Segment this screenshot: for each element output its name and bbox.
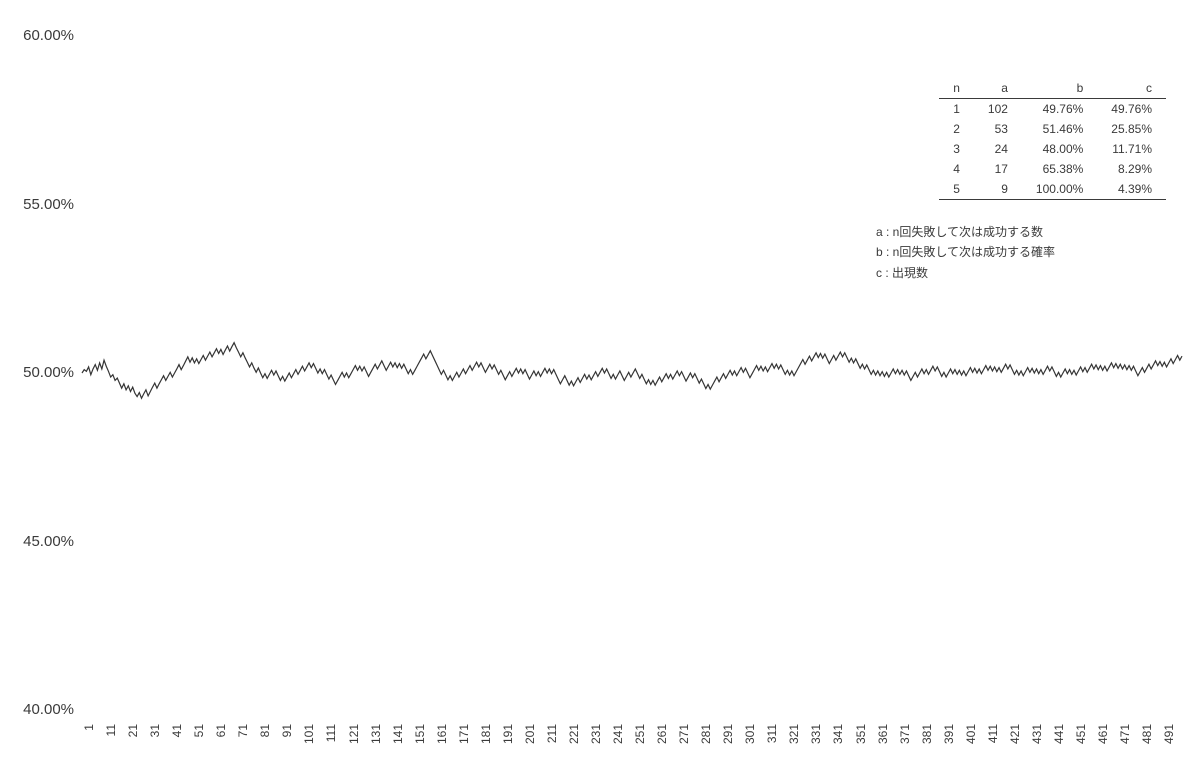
x-tick-label: 371 xyxy=(898,724,912,754)
x-tick-label: 141 xyxy=(391,724,405,754)
x-tick-label: 151 xyxy=(413,724,427,754)
legend: a : n回失敗して次は成功する数 b : n回失敗して次は成功する確率 c :… xyxy=(876,222,1166,283)
table-cell: 3 xyxy=(939,139,974,159)
table-cell: 51.46% xyxy=(1022,119,1097,139)
x-tick-label: 121 xyxy=(347,724,361,754)
x-tick-label: 431 xyxy=(1030,724,1044,754)
x-tick-label: 471 xyxy=(1118,724,1132,754)
x-tick-label: 301 xyxy=(743,724,757,754)
x-tick-label: 481 xyxy=(1140,724,1154,754)
x-tick-label: 271 xyxy=(677,724,691,754)
x-tick-label: 191 xyxy=(501,724,515,754)
table-cell: 8.29% xyxy=(1097,159,1166,179)
x-tick-label: 181 xyxy=(479,724,493,754)
x-tick-label: 381 xyxy=(920,724,934,754)
x-tick-label: 211 xyxy=(545,724,559,754)
x-tick-label: 231 xyxy=(589,724,603,754)
x-tick-label: 461 xyxy=(1096,724,1110,754)
x-tick-label: 51 xyxy=(192,724,206,754)
x-tick-label: 491 xyxy=(1162,724,1176,754)
x-tick-label: 331 xyxy=(809,724,823,754)
x-tick-label: 401 xyxy=(964,724,978,754)
x-tick-label: 451 xyxy=(1074,724,1088,754)
x-tick-label: 31 xyxy=(148,724,162,754)
x-tick-label: 61 xyxy=(214,724,228,754)
table-cell: 48.00% xyxy=(1022,139,1097,159)
table-cell: 2 xyxy=(939,119,974,139)
col-b: b xyxy=(1022,78,1097,99)
x-tick-label: 131 xyxy=(369,724,383,754)
table-cell: 9 xyxy=(974,179,1022,200)
table-cell: 17 xyxy=(974,159,1022,179)
x-tick-label: 201 xyxy=(523,724,537,754)
table-row: 110249.76%49.76% xyxy=(939,99,1166,120)
x-tick-label: 11 xyxy=(104,724,118,754)
x-tick-label: 251 xyxy=(633,724,647,754)
table-cell: 5 xyxy=(939,179,974,200)
x-tick-label: 111 xyxy=(324,724,338,754)
chart-container: 60.00%55.00%50.00%45.00%40.00% 111213141… xyxy=(0,0,1200,766)
x-tick-label: 441 xyxy=(1052,724,1066,754)
x-tick-label: 91 xyxy=(280,724,294,754)
x-tick-label: 281 xyxy=(699,724,713,754)
x-tick-label: 311 xyxy=(765,724,779,754)
x-tick-label: 171 xyxy=(457,724,471,754)
table-cell: 49.76% xyxy=(1022,99,1097,120)
x-tick-label: 1 xyxy=(82,724,96,754)
table-cell: 49.76% xyxy=(1097,99,1166,120)
col-n: n xyxy=(939,78,974,99)
x-tick-label: 241 xyxy=(611,724,625,754)
x-tick-label: 361 xyxy=(876,724,890,754)
x-tick-label: 41 xyxy=(170,724,184,754)
table-row: 59100.00%4.39% xyxy=(939,179,1166,200)
table-cell: 102 xyxy=(974,99,1022,120)
stats-table: n a b c 110249.76%49.76%25351.46%25.85%3… xyxy=(939,78,1166,200)
table-row: 32448.00%11.71% xyxy=(939,139,1166,159)
x-tick-label: 261 xyxy=(655,724,669,754)
x-tick-label: 81 xyxy=(258,724,272,754)
table-row: 25351.46%25.85% xyxy=(939,119,1166,139)
x-tick-label: 411 xyxy=(986,724,1000,754)
legend-item-c: c : 出現数 xyxy=(876,263,1166,283)
table-cell: 25.85% xyxy=(1097,119,1166,139)
x-tick-label: 221 xyxy=(567,724,581,754)
table-cell: 1 xyxy=(939,99,974,120)
table-cell: 11.71% xyxy=(1097,139,1166,159)
col-a: a xyxy=(974,78,1022,99)
x-tick-label: 101 xyxy=(302,724,316,754)
table-row: 41765.38%8.29% xyxy=(939,159,1166,179)
x-tick-label: 161 xyxy=(435,724,449,754)
x-tick-label: 421 xyxy=(1008,724,1022,754)
x-tick-label: 391 xyxy=(942,724,956,754)
table-cell: 4.39% xyxy=(1097,179,1166,200)
legend-item-b: b : n回失敗して次は成功する確率 xyxy=(876,242,1166,262)
x-tick-label: 71 xyxy=(236,724,250,754)
legend-item-a: a : n回失敗して次は成功する数 xyxy=(876,222,1166,242)
x-tick-label: 341 xyxy=(831,724,845,754)
x-tick-label: 291 xyxy=(721,724,735,754)
x-tick-label: 351 xyxy=(854,724,868,754)
table-cell: 24 xyxy=(974,139,1022,159)
x-tick-label: 21 xyxy=(126,724,140,754)
x-tick-label: 321 xyxy=(787,724,801,754)
table-cell: 4 xyxy=(939,159,974,179)
table-cell: 53 xyxy=(974,119,1022,139)
table-cell: 100.00% xyxy=(1022,179,1097,200)
table-cell: 65.38% xyxy=(1022,159,1097,179)
col-c: c xyxy=(1097,78,1166,99)
